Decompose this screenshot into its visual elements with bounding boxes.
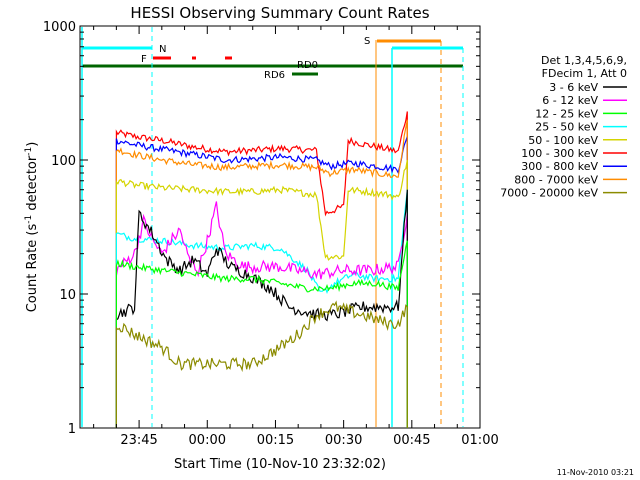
axes-layer: 1 10 100 1000 23:45 00:00 00:15 00:30 00:45 01:00 bbox=[43, 20, 499, 448]
series-line-100-300-kev bbox=[115, 111, 408, 428]
legend-entry-label: 300 - 800 keV bbox=[521, 160, 598, 173]
flag-label-f: F bbox=[141, 54, 147, 65]
y-axis-label-part1: Count Rate (s bbox=[25, 224, 40, 313]
y-tick-label: 1000 bbox=[43, 20, 76, 35]
legend-entry-label: 50 - 100 keV bbox=[528, 134, 598, 147]
legend-entry-label: 6 - 12 keV bbox=[542, 94, 598, 107]
legend: Det 1,3,4,5,6,9, FDecim 1, Att 0 3 - 6 k… bbox=[500, 54, 627, 200]
x-tick-label: 00:45 bbox=[393, 433, 430, 448]
flag-label-rd0: RD0 bbox=[297, 60, 318, 71]
series-line-300-800-kev bbox=[115, 136, 408, 428]
legend-header-1: Det 1,3,4,5,6,9, bbox=[541, 54, 627, 67]
x-tick-label: 23:45 bbox=[120, 433, 157, 448]
y-tick-label: 100 bbox=[51, 154, 76, 169]
legend-header-2: FDecim 1, Att 0 bbox=[542, 67, 627, 80]
legend-entry-label: 3 - 6 keV bbox=[549, 81, 598, 94]
legend-entry-label: 100 - 300 keV bbox=[521, 147, 598, 160]
series-line-6-12-kev bbox=[115, 201, 408, 428]
flag-label-s: S bbox=[364, 36, 370, 47]
plot-frame bbox=[79, 25, 481, 429]
x-axis-label: Start Time (10-Nov-10 23:32:02) bbox=[174, 457, 386, 472]
series-line-50-100-kev bbox=[115, 159, 408, 428]
legend-entry-label: 7000 - 20000 keV bbox=[500, 187, 598, 200]
y-tick-label: 1 bbox=[68, 422, 76, 437]
x-tick-label: 00:15 bbox=[257, 433, 294, 448]
flag-label-n: N bbox=[159, 44, 166, 55]
x-tick-label: 00:00 bbox=[189, 433, 226, 448]
series-line-800-7000-kev bbox=[115, 119, 408, 428]
vertical-markers bbox=[81, 27, 464, 427]
y-axis-label-part2: detector bbox=[25, 155, 40, 215]
series-line-12-25-kev bbox=[115, 240, 408, 428]
y-axis-label-sup2: -1 bbox=[24, 147, 34, 156]
y-tick-label: 10 bbox=[59, 288, 76, 303]
flag-label-rd6: RD6 bbox=[264, 70, 285, 81]
series-line-3-6-kev bbox=[115, 189, 408, 428]
observing-flags: N F S RD0 RD6 bbox=[82, 36, 463, 81]
timestamp: 11-Nov-2010 03:21 bbox=[557, 468, 634, 477]
x-tick-label: 00:30 bbox=[325, 433, 362, 448]
x-tick-label: 01:00 bbox=[461, 433, 498, 448]
legend-entry-label: 12 - 25 keV bbox=[535, 107, 598, 120]
legend-entry-label: 25 - 50 keV bbox=[535, 121, 598, 134]
series-layer bbox=[115, 111, 408, 428]
y-axis-label-part3: ) bbox=[25, 142, 40, 147]
series-line-25-50-kev bbox=[115, 189, 408, 428]
y-axis-label: Count Rate (s-1 detector-1) bbox=[24, 142, 40, 313]
series-line-7000-20000-kev bbox=[115, 300, 408, 428]
legend-entry-label: 800 - 7000 keV bbox=[514, 173, 598, 186]
y-axis-label-sup1: -1 bbox=[24, 215, 34, 224]
chart-title: HESSI Observing Summary Count Rates bbox=[130, 4, 429, 22]
